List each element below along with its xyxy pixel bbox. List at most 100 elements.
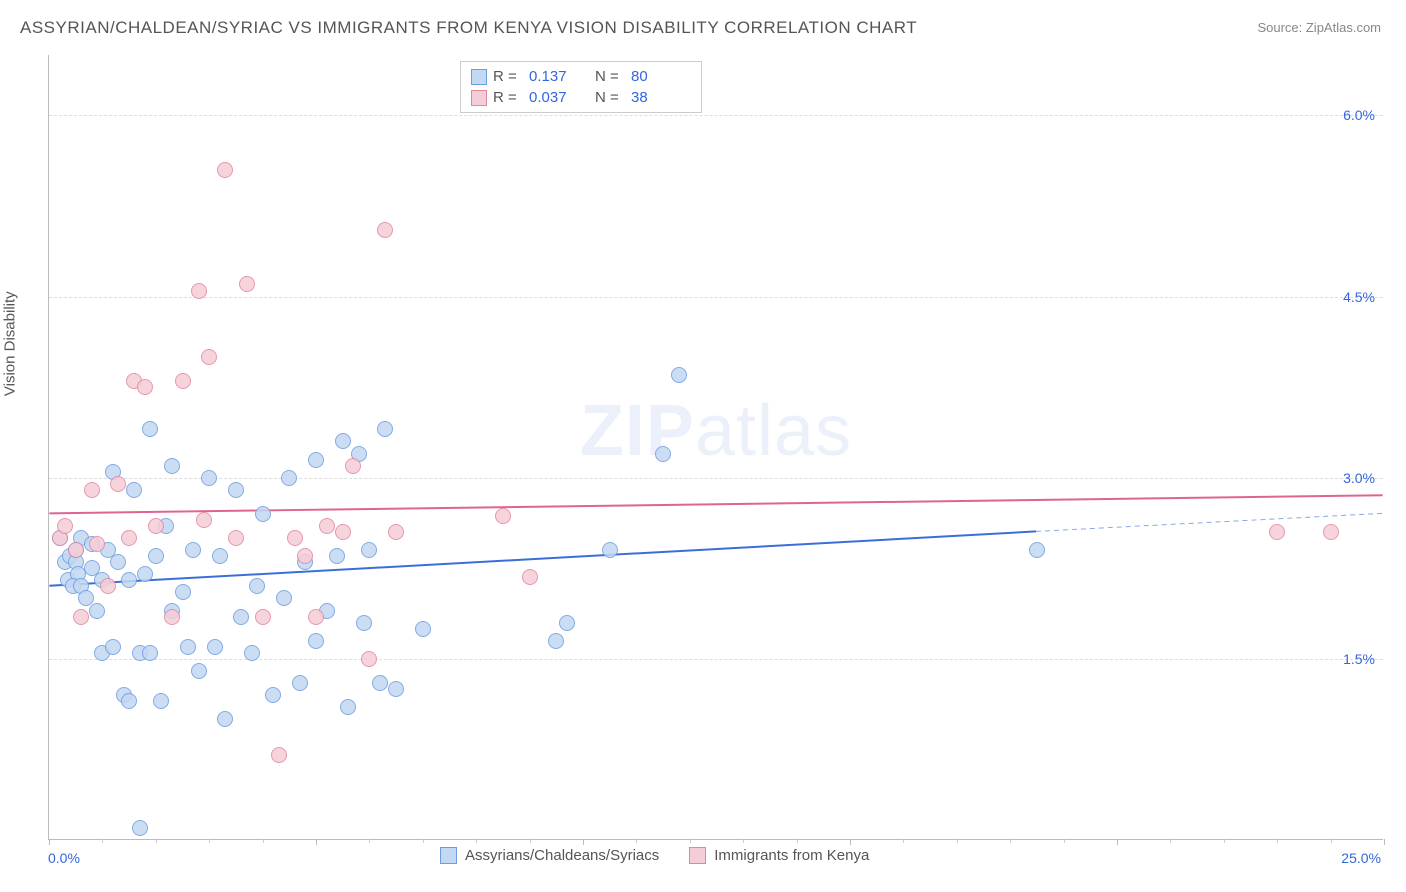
x-axis-max-label: 25.0% (1341, 850, 1381, 866)
data-point (89, 603, 105, 619)
gridline (49, 478, 1383, 479)
x-tick (583, 839, 584, 845)
data-point (415, 621, 431, 637)
legend-n-value: 80 (631, 68, 691, 85)
data-point (559, 615, 575, 631)
data-point (201, 470, 217, 486)
data-point (655, 446, 671, 462)
data-point (361, 651, 377, 667)
x-tick (476, 839, 477, 843)
data-point (180, 639, 196, 655)
data-point (255, 506, 271, 522)
data-point (84, 482, 100, 498)
data-point (308, 609, 324, 625)
data-point (319, 518, 335, 534)
data-point (356, 615, 372, 631)
legend-series-item: Immigrants from Kenya (689, 847, 869, 864)
legend-r-value: 0.037 (529, 89, 589, 106)
legend-correlation-row: R = 0.037 N = 38 (471, 87, 691, 108)
x-tick (850, 839, 851, 845)
data-point (175, 584, 191, 600)
data-point (217, 162, 233, 178)
data-point (377, 421, 393, 437)
x-tick (1384, 839, 1385, 845)
data-point (335, 524, 351, 540)
data-point (110, 554, 126, 570)
plot-area: ZIPatlas 1.5%3.0%4.5%6.0% (48, 55, 1383, 840)
data-point (57, 518, 73, 534)
data-point (495, 508, 511, 524)
data-point (329, 548, 345, 564)
data-point (361, 542, 377, 558)
data-point (377, 222, 393, 238)
data-point (217, 711, 233, 727)
data-point (201, 349, 217, 365)
data-point (196, 512, 212, 528)
data-point (335, 433, 351, 449)
x-tick (636, 839, 637, 843)
data-point (1269, 524, 1285, 540)
data-point (345, 458, 361, 474)
legend-n-value: 38 (631, 89, 691, 106)
data-point (142, 421, 158, 437)
data-point (228, 530, 244, 546)
legend-correlation: R =0.137N =80R =0.037N =38 (460, 61, 702, 113)
data-point (281, 470, 297, 486)
x-tick (156, 839, 157, 843)
x-tick (1224, 839, 1225, 843)
data-point (207, 639, 223, 655)
data-point (308, 452, 324, 468)
data-point (121, 530, 137, 546)
data-point (185, 542, 201, 558)
x-tick (690, 839, 691, 843)
x-tick (743, 839, 744, 843)
x-tick (530, 839, 531, 843)
data-point (233, 609, 249, 625)
legend-r-label: R = (493, 89, 523, 106)
data-point (249, 578, 265, 594)
data-point (244, 645, 260, 661)
legend-swatch (471, 90, 487, 106)
x-tick (1010, 839, 1011, 843)
data-point (164, 458, 180, 474)
x-tick (1117, 839, 1118, 845)
gridline (49, 115, 1383, 116)
legend-swatch (471, 69, 487, 85)
legend-swatch (440, 847, 457, 864)
x-tick (797, 839, 798, 843)
x-tick (1170, 839, 1171, 843)
x-tick (423, 839, 424, 843)
data-point (212, 548, 228, 564)
chart-title: ASSYRIAN/CHALDEAN/SYRIAC VS IMMIGRANTS F… (20, 18, 917, 38)
data-point (522, 569, 538, 585)
data-point (372, 675, 388, 691)
data-point (132, 820, 148, 836)
data-point (388, 524, 404, 540)
data-point (602, 542, 618, 558)
data-point (340, 699, 356, 715)
x-tick (316, 839, 317, 845)
data-point (271, 747, 287, 763)
x-tick (369, 839, 370, 843)
x-tick (263, 839, 264, 843)
data-point (68, 542, 84, 558)
data-point (276, 590, 292, 606)
x-tick (903, 839, 904, 843)
x-tick (1064, 839, 1065, 843)
y-tick-label: 1.5% (1343, 651, 1375, 667)
legend-series: Assyrians/Chaldeans/SyriacsImmigrants fr… (440, 847, 869, 864)
data-point (191, 283, 207, 299)
data-point (191, 663, 207, 679)
legend-r-label: R = (493, 68, 523, 85)
chart-container: ASSYRIAN/CHALDEAN/SYRIAC VS IMMIGRANTS F… (0, 0, 1406, 892)
x-tick (102, 839, 103, 843)
data-point (153, 693, 169, 709)
y-tick-label: 6.0% (1343, 107, 1375, 123)
data-point (126, 482, 142, 498)
x-tick (1331, 839, 1332, 843)
gridline (49, 297, 1383, 298)
data-point (265, 687, 281, 703)
legend-n-label: N = (595, 89, 625, 106)
data-point (255, 609, 271, 625)
y-axis-label: Vision Disability (2, 291, 19, 396)
